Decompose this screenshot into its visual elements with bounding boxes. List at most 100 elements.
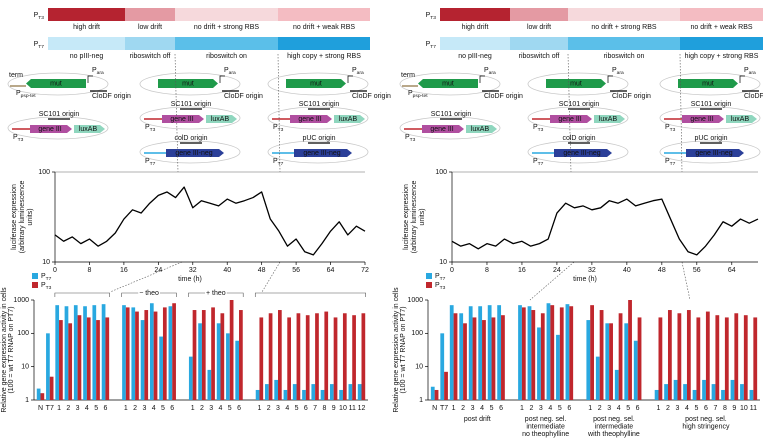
group-label: no theophylline	[522, 431, 569, 438]
bar	[560, 307, 564, 400]
bar	[46, 333, 50, 400]
phase-segment	[440, 37, 510, 50]
gene-neg-label: gene III-neg	[303, 150, 340, 157]
bar	[343, 313, 347, 400]
bar	[297, 313, 301, 400]
phase-segment	[48, 37, 125, 50]
y-tick-label: 10	[21, 364, 29, 371]
bar	[566, 304, 570, 400]
x-tick-label: 48	[258, 267, 266, 274]
bar	[518, 305, 522, 400]
bar	[239, 310, 243, 400]
bar	[450, 305, 454, 400]
legend-swatch	[426, 282, 432, 288]
bar	[324, 312, 328, 400]
bar	[284, 390, 288, 400]
y-axis-label: units)	[419, 208, 426, 225]
bar	[172, 303, 176, 400]
bar	[469, 306, 473, 400]
gene-label: gene III	[298, 116, 321, 123]
bar	[590, 305, 594, 400]
origin-label: pUC origin	[694, 135, 727, 142]
bar	[141, 320, 145, 400]
x-tick-label: 5	[161, 405, 165, 412]
bar	[619, 313, 623, 400]
x-tick-label: 7	[313, 405, 317, 412]
y-axis-label: (arbitrary luminescence	[19, 181, 26, 254]
bar	[734, 313, 738, 400]
bar	[725, 317, 729, 400]
bar	[230, 300, 234, 400]
promoter-arrow	[88, 76, 93, 83]
promoter-label: Para	[224, 67, 236, 76]
x-tick-label: 4	[685, 405, 689, 412]
x-tick-label: 2	[598, 405, 602, 412]
gene-label: gene III	[558, 116, 581, 123]
bar	[696, 317, 700, 400]
origin-label: SC101 origin	[691, 101, 732, 108]
x-tick-label: 4	[548, 405, 552, 412]
x-tick-label: 3	[471, 405, 475, 412]
x-tick-label: 5	[94, 405, 98, 412]
x-tick-label: 32	[588, 267, 596, 274]
bar	[65, 306, 69, 400]
promoter-arrow	[608, 76, 613, 83]
bar	[217, 323, 221, 400]
phase-label: high copy + strong RBS	[287, 53, 361, 60]
promoter-label: Para	[484, 67, 496, 76]
promoter-label: PT7	[665, 158, 676, 167]
row-label: PT3	[34, 12, 45, 21]
gene-label: gene III	[690, 116, 713, 123]
x-tick-label: 6	[237, 405, 241, 412]
bar	[674, 380, 678, 400]
bar	[444, 372, 448, 400]
x-tick-label: 1	[257, 405, 261, 412]
origin-label: SC101 origin	[39, 111, 80, 118]
bar	[330, 384, 334, 400]
promoter-label: PT3	[533, 124, 544, 133]
bar	[556, 335, 560, 400]
bar	[274, 380, 278, 400]
x-tick-label: T7	[440, 405, 448, 412]
connector	[530, 262, 574, 300]
x-tick-label: 2	[200, 405, 204, 412]
legend-swatch	[426, 273, 432, 279]
bar	[339, 390, 343, 400]
phase-segment	[175, 8, 278, 21]
phase-label: no pIII-neg	[70, 53, 104, 60]
mut-label: mut	[570, 80, 582, 87]
x-tick-label: 1	[452, 405, 456, 412]
promoter-label: Para	[92, 67, 104, 76]
x-tick-label: 6	[304, 405, 308, 412]
x-tick-label: 2	[529, 405, 533, 412]
bar	[541, 313, 545, 400]
bar	[721, 390, 725, 400]
promoter-arrow	[348, 76, 353, 83]
bar	[96, 320, 100, 400]
figure: PT3high driftlow driftno drift + strong …	[0, 0, 763, 443]
y-tick-label: 100	[38, 169, 50, 176]
x-tick-label: 6	[704, 405, 708, 412]
x-tick-label: 64	[728, 267, 736, 274]
row-label: PT3	[426, 12, 437, 21]
phase-segment	[568, 37, 680, 50]
group-label: post neg. sel.	[525, 416, 567, 423]
phase-segment	[278, 37, 370, 50]
bar	[659, 317, 663, 400]
group-label: − theo	[139, 290, 159, 297]
x-tick-label: 5	[558, 405, 562, 412]
group-label: intermediate	[526, 423, 565, 430]
phase-label: riboswitch off	[130, 53, 171, 60]
reporter-label: luxAB	[471, 126, 490, 133]
x-tick-label: 24	[154, 267, 162, 274]
x-tick-label: 3	[276, 405, 280, 412]
bar	[334, 317, 338, 400]
x-tick-label: 1	[657, 405, 661, 412]
x-tick-label: 3	[607, 405, 611, 412]
x-tick-label: 12	[358, 405, 366, 412]
x-tick-label: 1	[57, 405, 61, 412]
x-tick-label: 0	[53, 267, 57, 274]
bar	[634, 341, 638, 400]
bar	[83, 306, 87, 400]
bar	[715, 315, 719, 400]
